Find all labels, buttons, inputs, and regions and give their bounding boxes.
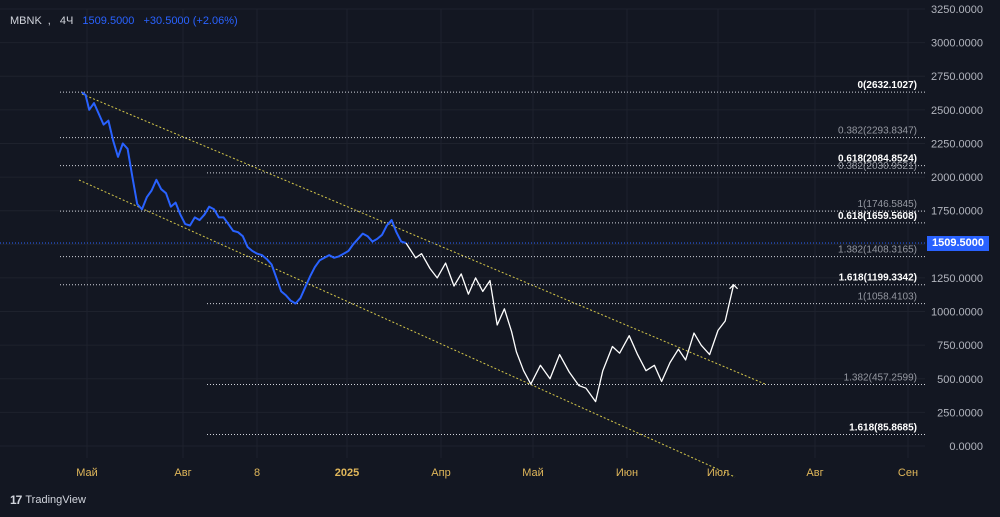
y-tick-label: 3000.0000 — [931, 38, 983, 50]
chart-header: MBNK, 4Ч 1509.5000 +30.5000 (+2.06%) — [10, 15, 238, 27]
fib-level-label: 1.382(1408.3165) — [838, 245, 917, 256]
x-tick-label: Май — [522, 467, 544, 479]
symbol-label[interactable]: MBNK — [10, 15, 42, 27]
y-tick-label: 500.0000 — [937, 374, 983, 386]
fib-level-label: 0.618(2084.8524) — [838, 154, 917, 165]
fib-level-label: 1(1058.4103) — [858, 292, 918, 303]
fib-level-label: 0.382(2293.8347) — [838, 126, 917, 137]
branding-label: TradingView — [25, 494, 86, 506]
y-axis: 3250.0000 3000.0000 2750.0000 2500.0000 2250… — [931, 4, 983, 453]
timeframe-label[interactable]: 4Ч — [59, 15, 74, 27]
trend-channel — [78, 93, 766, 478]
x-tick-label: 2025 — [335, 467, 359, 479]
y-tick-label: 2000.0000 — [931, 172, 983, 184]
x-axis: Май Авг 8 2025 Апр Май Июн Июл Авг Сен — [76, 467, 918, 479]
x-tick-label: Май — [76, 467, 98, 479]
projection-line — [405, 242, 735, 403]
y-tick-label: 2250.0000 — [931, 138, 983, 150]
x-tick-label: Авг — [806, 467, 823, 479]
channel-lower-line — [78, 179, 736, 478]
tradingview-mark-icon: 17 — [10, 493, 22, 507]
series-group — [81, 91, 739, 403]
y-tick-label: 1750.0000 — [931, 206, 983, 218]
tradingview-logo[interactable]: 17 TradingView — [10, 493, 86, 507]
fib-level-label: 1(1746.5845) — [858, 199, 918, 210]
y-tick-label: 2750.0000 — [931, 71, 983, 83]
fib-level-label: 0.382(2030.9521) — [838, 161, 917, 172]
current-price-tag: 1509.5000 — [927, 236, 989, 251]
chart-grid — [0, 8, 925, 458]
x-tick-label: Июн — [616, 467, 638, 479]
projection-arrow-icon — [729, 283, 739, 290]
x-tick-label: 8 — [254, 467, 260, 479]
y-tick-label: 1000.0000 — [931, 307, 983, 319]
x-tick-label: Апр — [431, 467, 450, 479]
y-tick-label: 1250.0000 — [931, 273, 983, 285]
fib-level-label: 1.382(457.2599) — [844, 373, 917, 384]
x-tick-label: Июл — [707, 467, 729, 479]
fib-level-label: 0.618(1659.5608) — [838, 211, 917, 222]
price-line — [81, 91, 407, 305]
last-price: 1509.5000 — [82, 15, 135, 27]
x-tick-label: Авг — [174, 467, 191, 479]
fib-levels: 0(2632.1027) 0.382(2293.8347) 0.618(2084.8… — [60, 80, 925, 435]
y-tick-label: 750.0000 — [937, 340, 983, 352]
y-tick-label: 3250.0000 — [931, 4, 983, 16]
price-change: +30.5000 (+2.06%) — [143, 15, 238, 27]
y-tick-label: 2500.0000 — [931, 105, 983, 117]
fib-level-label: 0(2632.1027) — [858, 80, 918, 91]
fib-level-label: 1.618(85.8685) — [849, 422, 917, 433]
y-tick-label: 0.0000 — [949, 441, 983, 453]
fib-level-label: 1.618(1199.3342) — [839, 273, 917, 284]
y-tick-label: 250.0000 — [937, 407, 983, 419]
x-tick-label: Сен — [898, 467, 918, 479]
